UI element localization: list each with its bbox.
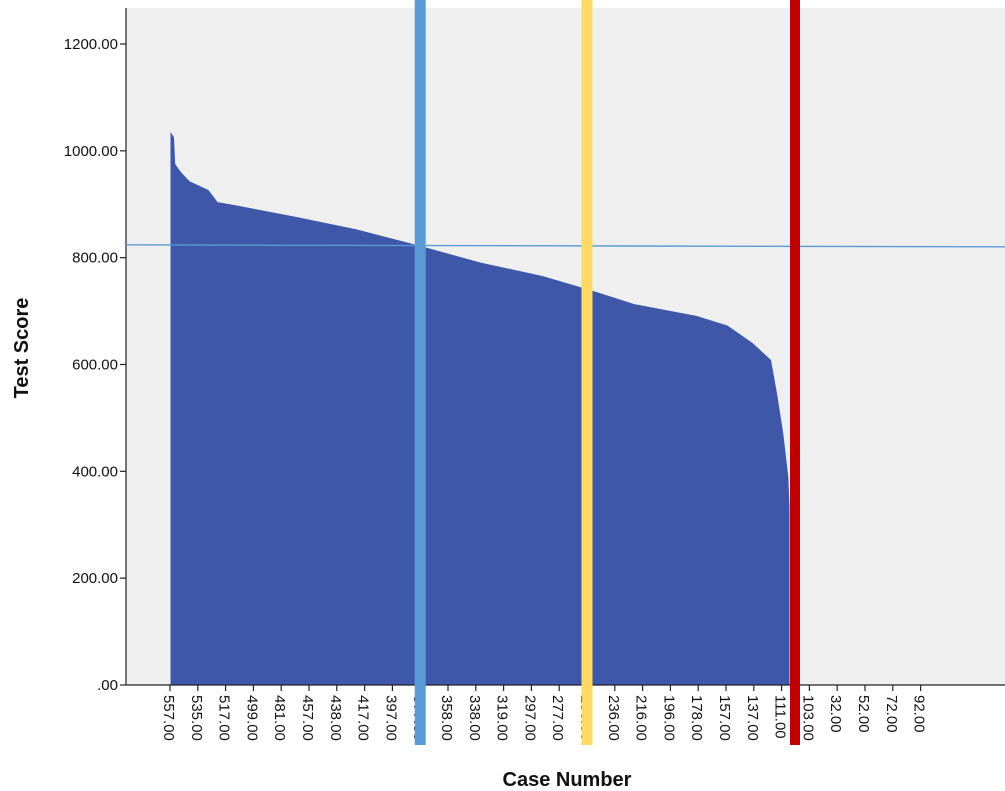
- reference-line-horizontal: [125, 244, 1005, 248]
- x-tick-label: 397.00: [382, 695, 399, 741]
- x-tick-label: 277.00: [549, 695, 566, 741]
- y-tick-label: 1000.00: [64, 143, 118, 160]
- x-tick-label: 92.00: [911, 695, 928, 733]
- x-tick-label: 111.00: [772, 695, 789, 739]
- x-tick-label: 178.00: [688, 695, 705, 741]
- x-tick-label: 417.00: [355, 695, 372, 741]
- x-tick-label: 72.00: [883, 695, 900, 733]
- x-tick-label: 137.00: [744, 695, 761, 741]
- y-tick-label: .00: [97, 677, 118, 694]
- y-tick-label: 800.00: [72, 250, 118, 267]
- x-tick-label: 103.00: [799, 695, 816, 741]
- x-tick-label: 358.00: [438, 695, 455, 741]
- x-tick-label: 52.00: [855, 695, 872, 733]
- x-tick-label: 557.00: [160, 695, 177, 741]
- x-tick-label: 319.00: [494, 695, 511, 741]
- x-tick-label: 216.00: [633, 695, 650, 741]
- x-tick-label: 481.00: [271, 695, 288, 741]
- x-tick-label: 517.00: [216, 695, 233, 741]
- x-axis-title: Case Number: [503, 769, 632, 791]
- x-tick-label: 157.00: [716, 695, 733, 741]
- x-tick-label: 438.00: [327, 695, 344, 741]
- x-tick-label: 32.00: [827, 695, 844, 733]
- x-tick-label: 297.00: [521, 695, 538, 741]
- reference-line-vertical-2: [581, 0, 593, 745]
- y-axis-title: Test Score: [11, 298, 33, 399]
- x-tick-label: 338.00: [466, 695, 483, 741]
- y-tick-label: 400.00: [72, 463, 118, 480]
- x-tick-label: 499.00: [243, 695, 260, 741]
- x-tick-label: 535.00: [188, 695, 205, 741]
- y-tick-label: 200.00: [72, 570, 118, 587]
- y-tick-label: 1200.00: [64, 36, 118, 53]
- reference-line-vertical-3: [790, 0, 800, 745]
- reference-line-vertical-1: [414, 0, 426, 745]
- x-tick-label: 457.00: [299, 695, 316, 741]
- y-tick-label: 600.00: [72, 357, 118, 374]
- x-tick-label: 236.00: [605, 695, 622, 741]
- area-series-0: [170, 132, 790, 686]
- x-tick-label: 196.00: [660, 695, 677, 741]
